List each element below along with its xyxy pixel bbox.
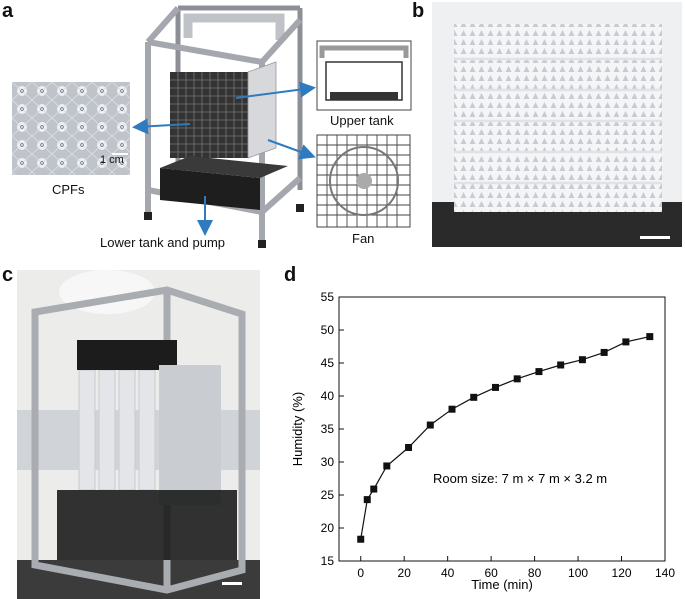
lower-tank-label: Lower tank and pump [100, 235, 226, 250]
data-point [363, 496, 371, 504]
data-point [535, 368, 543, 376]
cpfs-label: CPFs [52, 182, 85, 197]
cpf-stack-drawing [432, 2, 682, 247]
data-point [600, 348, 608, 356]
data-point [557, 361, 565, 369]
y-ticks: 15 20 25 30 35 40 45 50 55 [321, 290, 344, 568]
series-line [360, 336, 650, 540]
data-point [622, 338, 630, 346]
x-ticks: 0 20 40 60 80 100 120 140 [357, 556, 675, 580]
x-tick-label: 20 [398, 566, 412, 580]
panel-a-letter: a [2, 0, 14, 22]
data-point [370, 485, 378, 493]
y-tick-label: 45 [321, 356, 335, 370]
data-point [646, 333, 654, 341]
x-tick-label: 60 [484, 566, 498, 580]
y-tick-label: 25 [321, 488, 335, 502]
y-tick-label: 55 [321, 290, 335, 304]
data-point [491, 383, 499, 391]
y-tick-label: 20 [321, 521, 335, 535]
x-tick-label: 40 [441, 566, 455, 580]
panel-c-letter: c [2, 264, 14, 286]
cpf-stack-photo [432, 2, 682, 247]
cpf-closeup-photo [12, 82, 130, 175]
data-point [470, 393, 478, 401]
scale-bar-label: 1 cm [100, 154, 124, 166]
panel-b-letter: b [412, 0, 425, 22]
data-point [383, 462, 391, 470]
prototype-drawing [17, 270, 260, 599]
data-point [448, 405, 456, 413]
x-tick-label: 100 [568, 566, 588, 580]
cpf-texture [12, 82, 130, 175]
y-axis-label: Humidity (%) [290, 392, 305, 466]
x-tick-label: 80 [528, 566, 542, 580]
y-tick-label: 50 [321, 323, 335, 337]
fan-label: Fan [352, 231, 375, 246]
data-point [405, 443, 413, 451]
x-axis-label: Time (min) [471, 577, 533, 592]
y-tick-label: 40 [321, 389, 335, 403]
chart-annotation: Room size: 7 m × 7 m × 3.2 m [433, 471, 607, 486]
x-tick-label: 140 [655, 566, 675, 580]
data-point [513, 375, 521, 383]
data-point [426, 421, 434, 429]
data-point [357, 535, 365, 543]
data-point [578, 356, 586, 364]
panel-d-letter: d [284, 264, 297, 286]
plot-frame [338, 296, 666, 562]
y-tick-label: 35 [321, 422, 335, 436]
y-tick-label: 15 [321, 554, 335, 568]
y-tick-label: 30 [321, 455, 335, 469]
x-tick-label: 120 [612, 566, 632, 580]
prototype-photo [17, 270, 260, 599]
upper-tank-label: Upper tank [330, 113, 394, 128]
x-tick-label: 0 [357, 566, 364, 580]
series-points [357, 333, 654, 543]
